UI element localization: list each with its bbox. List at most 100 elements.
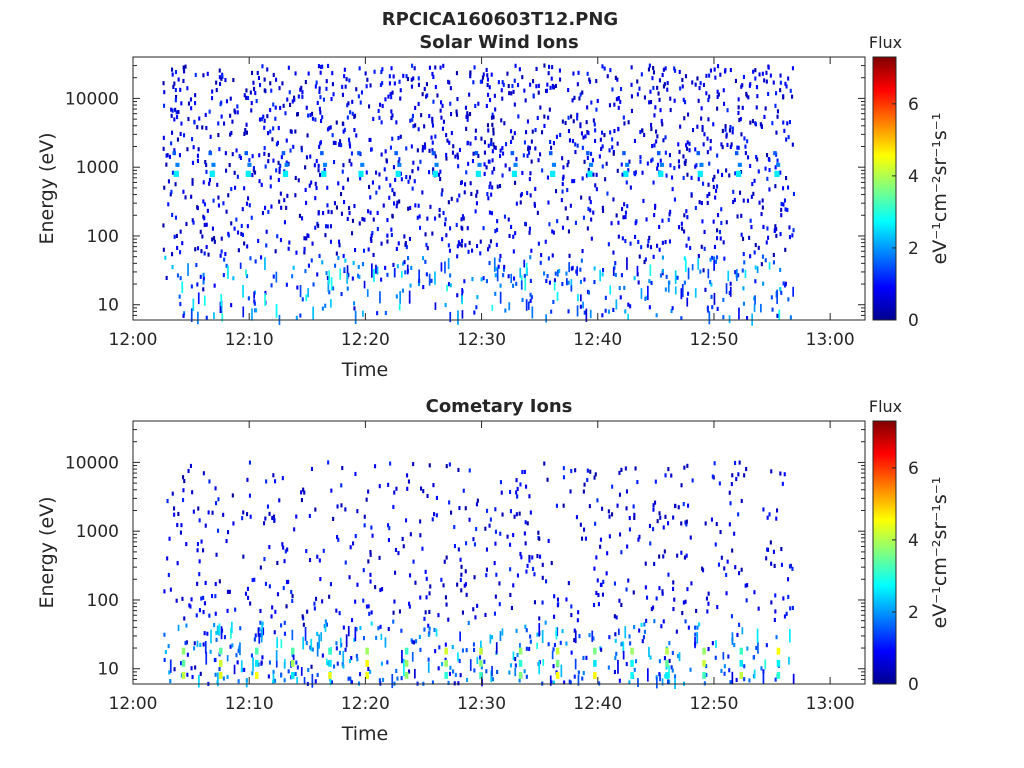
data-cell: [215, 501, 218, 506]
data-cell: [686, 463, 689, 468]
data-cell: [671, 306, 674, 311]
data-cell: [424, 610, 427, 615]
data-cell: [634, 221, 637, 226]
data-cell: [638, 86, 641, 91]
data-cell: [659, 273, 662, 278]
data-cell: [524, 221, 527, 226]
data-cell: [553, 278, 556, 283]
data-cell: [186, 652, 189, 657]
data-cell: [529, 292, 532, 297]
data-cell: [217, 203, 220, 208]
data-cell: [611, 87, 614, 92]
data-cell: [611, 137, 614, 142]
data-cell: [398, 79, 401, 84]
data-cell: [477, 101, 480, 106]
data-cell: [460, 225, 463, 230]
data-cell: [574, 220, 577, 225]
data-cell: [617, 126, 620, 131]
low-energy-streak: [557, 269, 559, 277]
low-energy-streak: [324, 623, 327, 632]
data-cell: [485, 165, 488, 170]
data-cell: [768, 512, 771, 517]
data-cell: [696, 76, 699, 81]
data-cell: [275, 168, 278, 173]
data-cell: [776, 508, 779, 513]
solar-wind-peak: [697, 170, 703, 177]
data-cell: [407, 256, 410, 261]
data-cell: [425, 272, 428, 277]
data-cell: [398, 199, 401, 204]
data-cell: [180, 121, 183, 126]
data-cell: [286, 97, 289, 102]
low-energy-streak: [260, 629, 263, 643]
data-cell: [560, 198, 563, 203]
data-cell: [223, 257, 226, 262]
low-energy-streak: [283, 661, 286, 669]
data-cell: [428, 463, 431, 468]
low-energy-streak: [536, 642, 538, 650]
data-cell: [455, 71, 458, 76]
data-cell: [473, 542, 476, 547]
data-cell: [380, 120, 383, 125]
low-energy-streak: [198, 674, 200, 688]
data-cell: [251, 578, 254, 583]
low-energy-streak: [668, 665, 670, 679]
data-cell: [285, 138, 288, 143]
data-cell: [488, 244, 491, 249]
data-cell: [225, 99, 228, 104]
data-cell: [440, 115, 443, 120]
data-cell: [538, 536, 541, 541]
data-cell: [512, 249, 515, 254]
data-cell: [379, 624, 382, 629]
solar-wind-peak: [657, 151, 661, 156]
data-cell: [509, 663, 512, 668]
data-cell: [203, 216, 206, 221]
data-cell: [409, 205, 412, 210]
data-cell: [724, 127, 727, 132]
data-cell: [351, 218, 354, 223]
data-cell: [554, 83, 557, 88]
data-cell: [525, 484, 528, 489]
data-cell: [494, 594, 497, 599]
data-cell: [685, 209, 688, 214]
data-cell: [433, 627, 436, 632]
data-cell: [787, 185, 790, 190]
solar-wind-peak: [397, 162, 402, 167]
data-cell: [517, 114, 520, 119]
data-cell: [459, 673, 462, 678]
data-cell: [319, 95, 322, 100]
data-cell: [301, 90, 304, 95]
data-cell: [363, 514, 366, 519]
low-energy-streak: [686, 297, 689, 307]
data-cell: [431, 231, 434, 236]
low-energy-streak: [496, 268, 499, 282]
data-cell: [221, 74, 224, 79]
data-cell: [202, 642, 205, 647]
data-cell: [546, 477, 549, 482]
data-cell: [721, 172, 724, 177]
data-cell: [460, 588, 463, 593]
data-cell: [620, 602, 623, 607]
data-cell: [472, 80, 475, 85]
data-cell: [169, 192, 172, 197]
data-cell: [386, 218, 389, 223]
data-cell: [201, 125, 204, 130]
data-cell: [705, 73, 708, 78]
data-cell: [761, 71, 764, 76]
data-cell: [369, 579, 372, 584]
low-energy-streak: [449, 311, 452, 323]
data-cell: [173, 506, 176, 511]
data-cell: [668, 641, 671, 646]
data-cell: [586, 130, 589, 135]
data-cell: [420, 486, 423, 491]
data-cell: [214, 486, 217, 491]
data-cell: [441, 188, 444, 193]
data-cell: [616, 503, 619, 508]
solar-wind-peak: [244, 151, 248, 156]
data-cell: [744, 151, 747, 156]
data-cell: [259, 83, 262, 88]
data-cell: [405, 146, 408, 151]
data-cell: [654, 479, 657, 484]
colorbar-tick-label: 4: [908, 531, 919, 551]
data-cell: [473, 668, 476, 673]
